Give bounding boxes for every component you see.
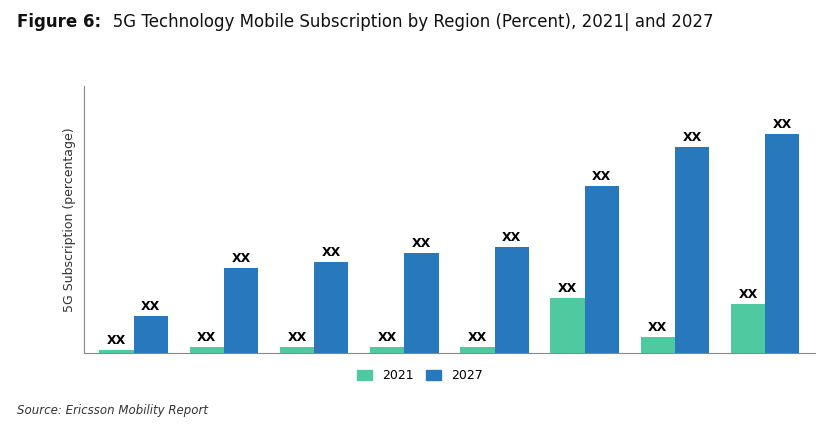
Bar	[134, 316, 168, 353]
Legend: 2021, 2027: 2021, 2027	[352, 364, 488, 387]
Bar	[223, 268, 258, 353]
Bar	[404, 253, 438, 353]
Text: XX: XX	[468, 331, 487, 344]
Bar	[495, 246, 529, 353]
Text: XX: XX	[197, 331, 217, 344]
Text: XX: XX	[412, 237, 431, 249]
Text: XX: XX	[738, 288, 758, 301]
Text: XX: XX	[322, 246, 341, 259]
Text: XX: XX	[682, 131, 701, 144]
Bar	[641, 338, 675, 353]
Text: XX: XX	[107, 334, 126, 347]
Text: XX: XX	[502, 230, 522, 243]
Text: XX: XX	[773, 118, 792, 132]
Bar	[731, 304, 765, 353]
Bar	[314, 262, 349, 353]
Bar	[460, 347, 495, 353]
Text: Figure 6:: Figure 6:	[17, 13, 101, 31]
Text: XX: XX	[231, 252, 250, 265]
Text: XX: XX	[648, 321, 668, 335]
Text: XX: XX	[287, 331, 307, 344]
Bar	[550, 298, 585, 353]
Y-axis label: 5G Subscription (percentage): 5G Subscription (percentage)	[63, 127, 76, 312]
Bar	[370, 347, 404, 353]
Text: Source: Ericsson Mobility Report: Source: Ericsson Mobility Report	[17, 404, 207, 417]
Text: 5G Technology Mobile Subscription by Region (Percent), 2021| and 2027: 5G Technology Mobile Subscription by Reg…	[97, 13, 713, 31]
Text: XX: XX	[592, 170, 612, 183]
Text: XX: XX	[141, 300, 160, 313]
Text: XX: XX	[377, 331, 396, 344]
Bar	[675, 147, 709, 353]
Bar	[280, 347, 314, 353]
Bar	[99, 350, 134, 353]
Text: XX: XX	[558, 282, 577, 295]
Bar	[190, 347, 223, 353]
Bar	[765, 135, 800, 353]
Bar	[585, 186, 619, 353]
